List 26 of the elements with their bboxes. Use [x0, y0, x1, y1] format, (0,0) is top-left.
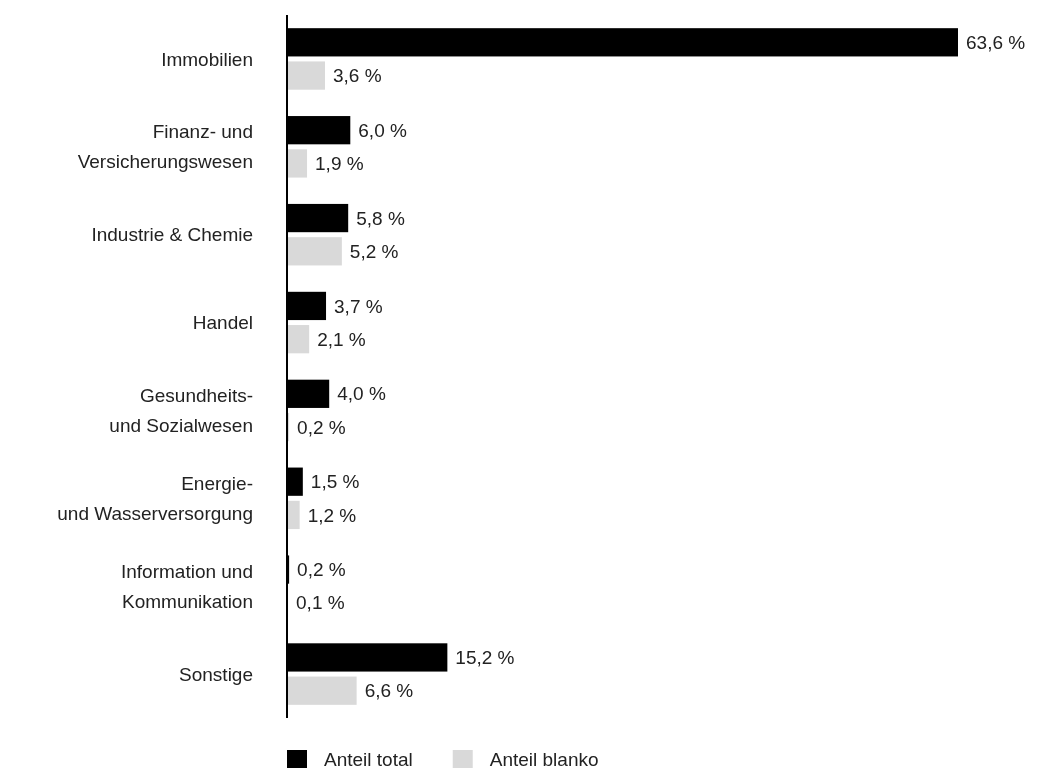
data-label: 5,8 % — [356, 207, 405, 229]
y-tick-label: Finanz- und Versicherungswesen — [77, 121, 253, 173]
y-tick-label: Industrie & Chemie — [91, 224, 253, 246]
data-label: 4,0 % — [337, 383, 386, 405]
y-tick-label: Gesundheits- und Sozialwesen — [109, 385, 253, 437]
data-label: 1,9 % — [315, 153, 364, 175]
y-tick-label: Information und Kommunikation — [120, 560, 253, 612]
data-label: 6,0 % — [358, 119, 407, 141]
data-label: 0,2 % — [297, 559, 346, 581]
y-tick-label: Handel — [192, 312, 253, 334]
data-label: 15,2 % — [455, 647, 515, 669]
legend-label: Anteil blanko — [489, 748, 599, 769]
y-tick-label: Sonstige — [179, 663, 253, 685]
data-label: 6,6 % — [364, 680, 414, 702]
data-label: 1,2 % — [307, 504, 357, 526]
legend-label: Anteil total — [324, 748, 413, 769]
data-label: 1,5 % — [310, 471, 360, 493]
data-label: 0,1 % — [296, 592, 345, 614]
data-label: 5,2 % — [349, 240, 399, 262]
data-label: 3,6 % — [332, 65, 382, 87]
data-label: 2,1 % — [317, 328, 366, 350]
y-tick-label: Energie- und Wasserversorgung — [57, 472, 253, 524]
data-label: 3,7 % — [334, 295, 383, 317]
data-label: 0,2 % — [297, 416, 346, 438]
y-tick-label: Immobilien — [161, 48, 253, 70]
data-label: 63,6 % — [966, 31, 1026, 53]
